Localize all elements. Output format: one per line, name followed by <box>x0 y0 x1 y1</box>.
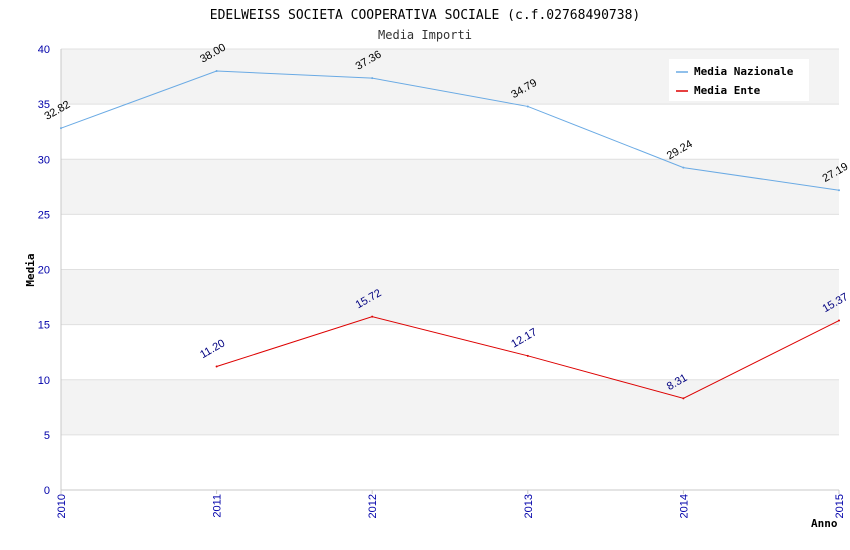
data-point <box>215 70 218 73</box>
series-line-media-nazionale <box>60 70 840 191</box>
x-tick-label: 2013 <box>523 494 535 518</box>
x-tick-label: 2011 <box>212 494 224 518</box>
plot-background <box>61 49 839 490</box>
legend: Media Nazionale Media Ente <box>669 59 809 101</box>
plot-band <box>61 269 839 325</box>
y-tick-label: 40 <box>38 44 50 56</box>
data-point <box>371 315 374 318</box>
plot-band <box>61 159 839 215</box>
y-tick-label: 0 <box>44 485 50 497</box>
y-axis-ticks: 0 5 10 15 20 25 30 35 40 <box>38 44 50 497</box>
data-point <box>682 397 685 400</box>
y-tick-label: 10 <box>38 375 50 387</box>
y-tick-label: 15 <box>38 320 50 332</box>
legend-label-media-ente: Media Ente <box>694 84 761 97</box>
data-point <box>526 354 529 357</box>
y-tick-label: 30 <box>38 154 50 166</box>
legend-label-media-nazionale: Media Nazionale <box>694 65 794 78</box>
plot-band <box>61 214 839 270</box>
chart-subtitle: Media Importi <box>378 28 472 42</box>
x-axis-title: Anno <box>811 517 838 530</box>
data-point <box>215 365 218 368</box>
plot-band <box>61 434 839 490</box>
plot-band <box>61 324 839 380</box>
x-tick-label: 2010 <box>56 494 68 518</box>
y-axis-title: Media <box>24 253 37 286</box>
data-point <box>60 127 62 130</box>
x-tick-label: 2014 <box>678 494 690 518</box>
plot-band <box>61 104 839 160</box>
x-axis-ticks: 2010 2011 2012 2013 2014 2015 <box>56 490 846 518</box>
series-layer <box>60 70 840 400</box>
y-tick-label: 20 <box>38 265 50 277</box>
chart-title: EDELWEISS SOCIETA COOPERATIVA SOCIALE (c… <box>210 8 640 23</box>
y-tick-label: 5 <box>44 430 50 442</box>
y-tick-label: 25 <box>38 209 50 221</box>
plot-band <box>61 379 839 435</box>
data-point <box>838 189 840 192</box>
data-point <box>838 319 840 322</box>
legend-box <box>669 59 809 101</box>
y-tick-label: 35 <box>38 99 50 111</box>
data-point <box>526 105 529 108</box>
x-tick-label: 2012 <box>367 494 379 518</box>
data-point <box>371 77 374 80</box>
x-tick-label: 2015 <box>834 494 846 518</box>
data-point <box>682 166 685 169</box>
